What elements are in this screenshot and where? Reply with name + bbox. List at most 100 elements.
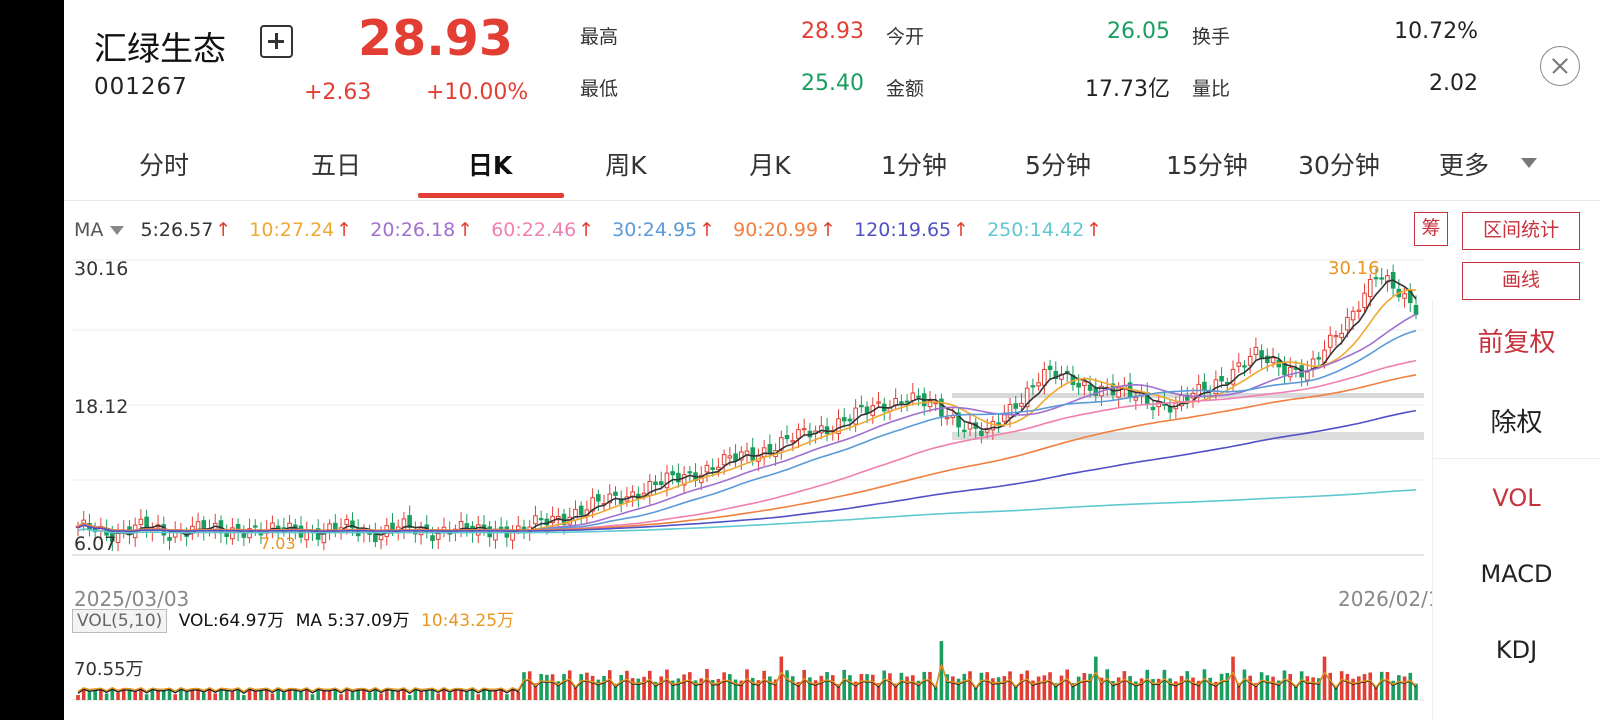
volume-bar <box>139 687 143 700</box>
candle-body <box>1042 369 1047 386</box>
candle-body <box>790 440 796 443</box>
volume-bar <box>1208 677 1212 700</box>
candle-body <box>784 435 790 440</box>
volume-bar <box>459 689 463 700</box>
volume-bar <box>322 690 326 700</box>
ma-item-90: 90:20.99 ↑ <box>733 219 838 241</box>
volume-bar <box>853 681 858 700</box>
stat-label-low: 最低 <box>580 78 619 100</box>
adjust-forward-button[interactable]: 前复权 <box>1477 328 1556 358</box>
volume-bar <box>390 689 395 700</box>
tab-15min[interactable]: 15分钟 <box>1166 151 1248 180</box>
volume-bar <box>1225 672 1230 700</box>
volume-bar <box>1351 678 1355 700</box>
volume-bar <box>996 677 1001 700</box>
volume-bar <box>1179 675 1184 700</box>
volume-bar <box>813 680 818 700</box>
candle-body <box>1367 278 1373 298</box>
candle-body <box>487 526 492 538</box>
candle-body <box>916 395 921 398</box>
ma-value: 60:22.46 <box>491 219 577 241</box>
volume-bar <box>1402 676 1407 700</box>
volume-bar <box>259 689 263 700</box>
ma-item-5: 5:26.57 ↑ <box>140 219 233 241</box>
candle-body <box>538 518 544 521</box>
volume-bar <box>510 687 515 700</box>
volume-bar <box>779 656 784 700</box>
volume-bar <box>367 692 372 700</box>
arrow-up-icon: ↑ <box>699 219 716 241</box>
candle-body <box>641 492 647 496</box>
ma-item-60: 60:22.46 ↑ <box>491 219 596 241</box>
volume-bar <box>76 695 80 700</box>
volume-bar <box>590 675 595 700</box>
candle-body <box>533 515 538 525</box>
volume-bar <box>539 673 543 700</box>
chip-distribution-button[interactable]: 筹 <box>1414 212 1448 246</box>
volume-bar <box>842 669 847 700</box>
volume-bar <box>865 674 869 700</box>
volume-bar <box>110 687 115 700</box>
chevron-down-icon[interactable] <box>1521 158 1537 168</box>
tab-weekly-k[interactable]: 周K <box>605 151 647 180</box>
candle-body <box>721 454 727 466</box>
volume-bar <box>156 690 160 700</box>
volume-ma10-line <box>77 662 1417 693</box>
tab-30min[interactable]: 30分钟 <box>1298 151 1380 180</box>
volume-bar <box>596 679 601 700</box>
arrow-up-icon: ↑ <box>1086 219 1103 241</box>
volume-bar <box>1328 672 1333 700</box>
tab-intraday[interactable]: 分时 <box>138 151 189 180</box>
volume-bar <box>647 670 652 700</box>
ma-label[interactable]: MA <box>74 219 104 241</box>
candle-body <box>1402 293 1407 299</box>
volume-bar <box>127 689 132 700</box>
indicator-vol-button[interactable]: VOL <box>1492 484 1541 512</box>
candle-body <box>1287 367 1293 378</box>
add-watchlist-icon[interactable] <box>260 25 293 58</box>
stat-label-high: 最高 <box>580 26 619 48</box>
volume-bar <box>121 688 126 700</box>
ma-value: 10:27.24 <box>249 219 335 241</box>
chevron-down-icon[interactable] <box>110 226 125 235</box>
volume-tag[interactable]: VOL(5,10) <box>72 609 168 633</box>
candle-body <box>321 531 327 544</box>
draw-line-button[interactable]: 画线 <box>1462 262 1580 300</box>
indicator-macd-button[interactable]: MACD <box>1480 560 1553 588</box>
candle-body <box>710 467 715 470</box>
tab-five-day[interactable]: 五日 <box>310 151 361 180</box>
support-band <box>952 432 1424 440</box>
volume-bar <box>888 673 892 700</box>
kline-chart[interactable] <box>72 250 1432 720</box>
range-stats-button[interactable]: 区间统计 <box>1462 212 1580 250</box>
volume-bar <box>247 687 252 700</box>
volume-bar <box>1248 675 1252 700</box>
adjust-none-button[interactable]: 除权 <box>1490 408 1543 438</box>
ma-item-20: 20:26.18 ↑ <box>370 219 475 241</box>
volume-bar <box>161 690 166 700</box>
tab-monthly-k[interactable]: 月K <box>749 151 791 180</box>
close-icon[interactable] <box>1540 46 1580 86</box>
stat-label-volume-ratio: 量比 <box>1192 78 1231 100</box>
candle-body <box>613 491 618 496</box>
candle-body <box>1053 370 1059 380</box>
candle-body <box>578 505 584 516</box>
candle-body <box>1339 332 1344 339</box>
indicator-kdj-button[interactable]: KDJ <box>1495 636 1538 664</box>
volume-bar <box>567 670 572 700</box>
volume-bar <box>230 691 235 700</box>
candle-body <box>1333 335 1339 338</box>
tab-1min[interactable]: 1分钟 <box>881 151 947 180</box>
volume-bar <box>1042 675 1047 700</box>
tab-more[interactable]: 更多 <box>1438 151 1489 180</box>
volume-bar <box>1259 672 1264 700</box>
volume-bar <box>676 678 681 700</box>
volume-bar <box>196 688 200 700</box>
tab-5min[interactable]: 5分钟 <box>1025 151 1091 180</box>
volume-bar <box>893 683 898 700</box>
volume-bar <box>299 691 303 700</box>
volume-bar <box>928 671 932 700</box>
candle-body <box>876 401 881 404</box>
volume-bar <box>911 675 915 700</box>
tab-daily-k[interactable]: 日K <box>467 151 513 180</box>
